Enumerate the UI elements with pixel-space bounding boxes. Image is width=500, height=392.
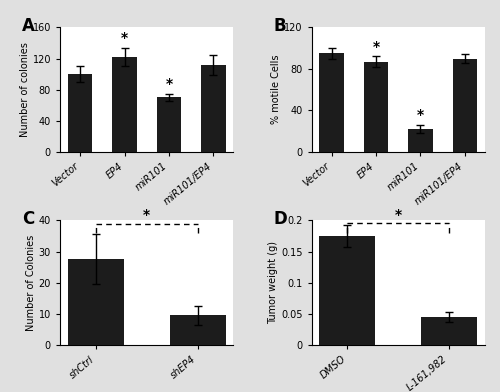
Bar [320,236,376,345]
Text: A: A [22,18,34,36]
Text: *: * [166,77,172,91]
Bar [156,98,181,152]
Bar [364,62,388,152]
Y-axis label: Number of Colonies: Number of Colonies [26,234,36,331]
Bar [201,65,226,152]
Bar [112,57,136,152]
Text: C: C [22,211,34,229]
Y-axis label: Tumor weight (g): Tumor weight (g) [268,241,278,324]
Text: D: D [274,211,287,229]
Text: *: * [143,208,150,222]
Bar [421,317,477,345]
Y-axis label: Number of colonies: Number of colonies [20,42,30,137]
Bar [68,74,92,152]
Text: *: * [394,208,402,222]
Bar [452,58,477,152]
Text: *: * [372,40,380,54]
Text: *: * [121,31,128,45]
Bar [170,316,226,345]
Bar [320,53,344,152]
Text: *: * [417,109,424,122]
Y-axis label: % motile Cells: % motile Cells [271,55,281,124]
Bar [68,260,124,345]
Bar [408,129,432,152]
Text: B: B [274,18,286,36]
